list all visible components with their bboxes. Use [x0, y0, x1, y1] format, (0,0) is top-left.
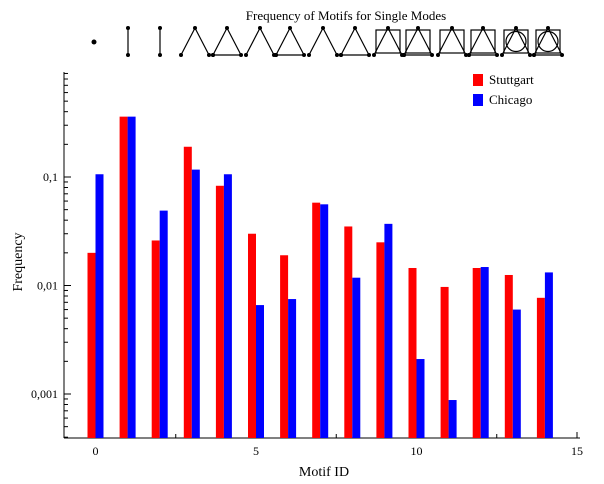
- bar-stuttgart-10: [408, 267, 417, 438]
- legend-swatch-chicago: [473, 94, 483, 106]
- motif-icons: [91, 26, 564, 57]
- motif-6-icon: [274, 26, 306, 57]
- bar-stuttgart-5: [248, 233, 256, 438]
- bar-chicago-5: [256, 305, 264, 438]
- bars: [87, 116, 553, 439]
- motif-2-icon: [158, 26, 162, 57]
- bar-chicago-1: [127, 116, 136, 439]
- x-tick-label: 5: [253, 444, 259, 458]
- bar-chicago-10: [416, 359, 425, 438]
- bar-chicago-9: [384, 223, 393, 438]
- bar-chicago-4: [223, 174, 232, 438]
- motif-13-icon: [500, 26, 532, 57]
- y-tick-label: 0,1: [43, 170, 58, 184]
- x-tick-label: 10: [411, 444, 423, 458]
- bar-chicago-6: [288, 299, 297, 438]
- bar-stuttgart-9: [376, 242, 385, 438]
- bar-chicago-3: [191, 169, 200, 438]
- bar-stuttgart-11: [440, 286, 449, 438]
- bar-chicago-2: [159, 210, 168, 438]
- motif-4-icon: [211, 26, 243, 57]
- bar-stuttgart-3: [183, 146, 192, 438]
- motif-0-icon: [91, 39, 97, 45]
- motif-9-icon: [372, 26, 404, 57]
- y-axis-label: Frequency: [11, 232, 26, 291]
- bar-chicago-14: [544, 272, 553, 438]
- bar-stuttgart-6: [280, 255, 289, 438]
- bar-chicago-0: [95, 174, 104, 438]
- bar-chicago-8: [352, 277, 361, 438]
- bar-stuttgart-14: [536, 297, 545, 438]
- bar-stuttgart-4: [215, 185, 224, 438]
- y-tick-label: 0,001: [31, 387, 58, 401]
- bar-chicago-11: [448, 400, 457, 438]
- bar-chicago-12: [480, 267, 489, 438]
- motif-14-icon: [532, 26, 564, 57]
- legend-label-stuttgart: Stuttgart: [489, 72, 534, 87]
- motif-10-icon: [402, 26, 434, 57]
- x-tick-label: 15: [571, 444, 583, 458]
- bar-stuttgart-13: [504, 274, 513, 438]
- motif-11-icon: [436, 26, 468, 57]
- x-ticks: 0 5 10 15: [93, 432, 583, 458]
- motif-12-icon: [467, 26, 499, 57]
- motif-5-icon: [244, 26, 276, 57]
- legend-swatch-stuttgart: [473, 74, 483, 86]
- legend: Stuttgart Chicago: [473, 72, 534, 107]
- bar-chicago-13: [512, 309, 521, 438]
- motif-1-icon: [126, 26, 130, 57]
- bar-chicago-7: [320, 204, 329, 438]
- bar-stuttgart-8: [344, 226, 353, 438]
- x-axis-label: Motif ID: [299, 465, 349, 480]
- x-tick-label: 0: [93, 444, 99, 458]
- bar-stuttgart-1: [119, 116, 128, 439]
- y-tick-label: 0,01: [37, 279, 58, 293]
- chart-title: Frequency of Motifs for Single Modes: [246, 8, 446, 23]
- bar-stuttgart-12: [472, 267, 481, 438]
- motif-7-icon: [307, 26, 339, 57]
- bar-stuttgart-7: [312, 202, 321, 438]
- motif-3-icon: [179, 26, 211, 57]
- motif-8-icon: [339, 26, 371, 57]
- y-ticks: 0,001 0,01 0,1: [31, 72, 71, 438]
- bar-stuttgart-0: [87, 252, 96, 438]
- bar-stuttgart-2: [151, 240, 160, 438]
- legend-label-chicago: Chicago: [489, 92, 532, 107]
